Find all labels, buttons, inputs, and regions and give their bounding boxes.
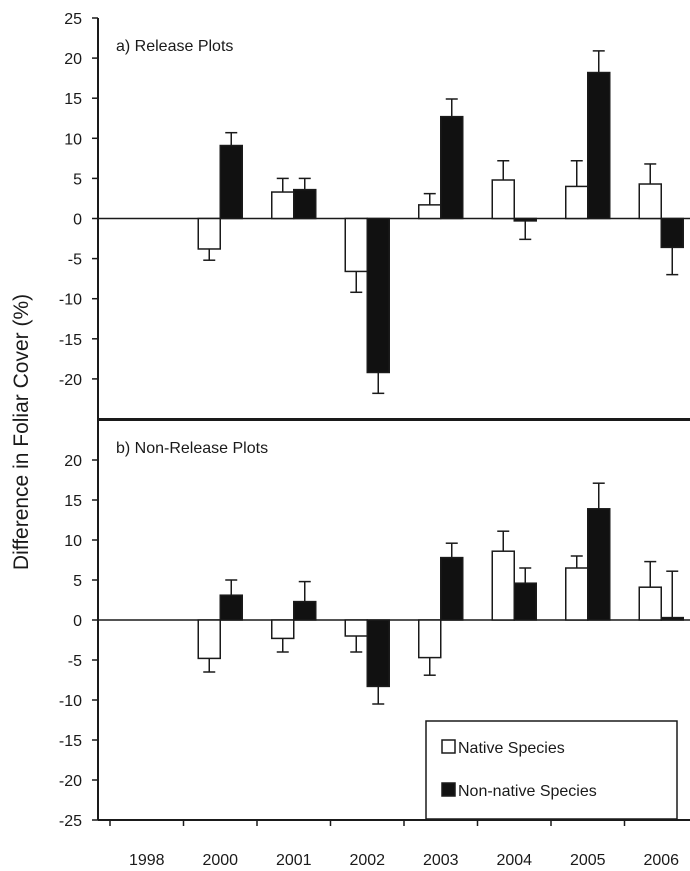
x-tick-label-2004: 2004: [496, 852, 532, 869]
y-tick-label: 5: [73, 573, 82, 590]
bar-non-native-species-2005: [587, 508, 611, 621]
y-tick-label: 0: [73, 212, 82, 229]
bar-non-native-species-2002: [366, 217, 390, 374]
y-tick-label: -10: [59, 693, 82, 710]
panel-title: a) Release Plots: [116, 38, 233, 55]
y-tick-label: -20: [59, 372, 82, 389]
bar-native-species-2000: [197, 217, 221, 250]
bar-native-species-2001: [271, 191, 295, 220]
y-tick-label: 15: [64, 493, 82, 510]
bar-non-native-species-2006: [660, 616, 684, 621]
bar-native-species-2000: [197, 619, 221, 660]
y-tick-label: -15: [59, 733, 82, 750]
y-tick-label: 25: [64, 11, 82, 28]
bar-native-species-2005: [565, 567, 589, 621]
y-tick-label: -10: [59, 292, 82, 309]
bar-native-species-2004: [491, 179, 515, 220]
x-tick-label-2006: 2006: [643, 852, 679, 869]
panel-non-release-plots: 20 15 10 5 0 -5 -10 -15 -20 -25 b) Non-Release Plo…: [59, 440, 690, 830]
bar-non-native-species-2000: [219, 594, 243, 621]
bar-non-native-species-2004: [513, 582, 537, 621]
y-tick-label: 10: [64, 131, 82, 148]
bar-non-native-species-2001: [293, 600, 317, 621]
x-axis: 1998 2000 2001 2002 2003 2004 2005 2006: [98, 819, 690, 869]
legend-box: [425, 720, 678, 820]
y-tick-label: 0: [73, 613, 82, 630]
y-tick-label: 5: [73, 171, 82, 188]
x-tick-label-2005: 2005: [570, 852, 606, 869]
x-tick-label-1998: 1998: [129, 852, 165, 869]
bar-non-native-species-2004: [513, 217, 537, 222]
legend-label-native: Native Species: [458, 740, 565, 757]
y-tick-label: 20: [64, 51, 82, 68]
bar-native-species-2006: [638, 183, 662, 220]
panel-title: b) Non-Release Plots: [116, 440, 268, 457]
y-tick-label: 15: [64, 91, 82, 108]
x-tick-label-2003: 2003: [423, 852, 459, 869]
x-tick-label-2000: 2000: [202, 852, 238, 869]
bar-non-native-species-2003: [440, 115, 464, 220]
bar-non-native-species-2005: [587, 71, 611, 220]
legend-label-non-native: Non-native Species: [458, 783, 597, 800]
bar-native-species-2003: [418, 204, 442, 220]
y-tick-label: -15: [59, 332, 82, 349]
bar-native-species-2002: [344, 217, 368, 273]
legend-swatch-native: [441, 739, 456, 754]
y-tick-label: -5: [68, 653, 82, 670]
bar-non-native-species-2001: [293, 188, 317, 220]
x-tick-label-2001: 2001: [276, 852, 312, 869]
bar-non-native-species-2000: [219, 144, 243, 220]
y-tick-label: -25: [59, 813, 82, 830]
bar-non-native-species-2003: [440, 556, 464, 621]
bar-native-species-2001: [271, 619, 295, 640]
bar-native-species-2004: [491, 550, 515, 621]
bar-native-species-2005: [565, 185, 589, 220]
bar-non-native-species-2002: [366, 619, 390, 688]
legend: Native Species Non-native Species: [425, 720, 678, 820]
bar-native-species-2003: [418, 619, 442, 659]
bar-native-species-2006: [638, 586, 662, 621]
x-tick-label-2002: 2002: [349, 852, 385, 869]
panel-release-plots: 25 20 15 10 5 0 -5 -10 -15 -20 a) Release Plots: [59, 11, 690, 395]
y-tick-label: 10: [64, 533, 82, 550]
y-tick-label: -5: [68, 252, 82, 269]
bar-native-species-2002: [344, 619, 368, 637]
y-axis-title: Difference in Foliar Cover (%): [10, 294, 33, 570]
y-tick-label: -20: [59, 773, 82, 790]
bar-non-native-species-2006: [660, 217, 684, 249]
legend-swatch-non-native: [441, 782, 456, 797]
y-tick-label: 20: [64, 453, 82, 470]
